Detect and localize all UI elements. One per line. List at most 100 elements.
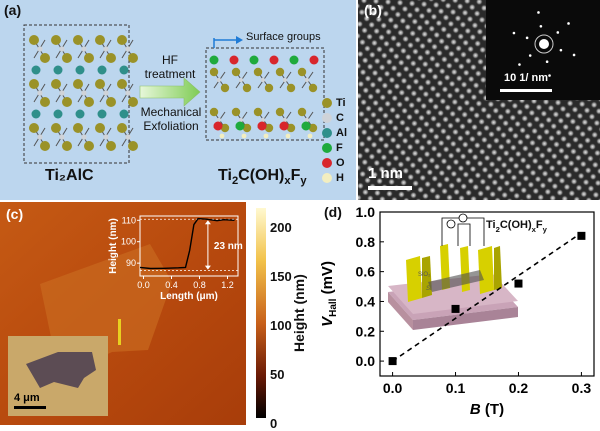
ti2alc-layer	[29, 79, 138, 107]
ti-atom	[62, 141, 72, 151]
ytick-label: 0.8	[356, 234, 376, 250]
ti-atom	[73, 35, 83, 45]
profile-xtick-label: 0.8	[193, 280, 206, 290]
c-atom	[238, 117, 244, 123]
ti-atom	[242, 83, 252, 93]
ti-atom	[95, 79, 105, 89]
c-atom	[103, 46, 109, 52]
mxene-structure	[209, 55, 319, 139]
ti-atom	[84, 141, 94, 151]
ti2alc-layer	[29, 35, 138, 63]
panel-b-label: (b)	[364, 2, 382, 18]
ti-atom	[62, 53, 72, 63]
ti-atom	[29, 79, 39, 89]
h-atom	[241, 133, 247, 139]
diffraction-spot	[567, 22, 570, 25]
ti-atom	[84, 97, 94, 107]
fit-line	[392, 232, 582, 362]
y-axis-label: VHall (mV)	[319, 261, 339, 327]
fft-inset	[486, 0, 600, 100]
c-atom	[37, 90, 43, 96]
diffraction-spot	[539, 24, 543, 28]
al-atom	[53, 109, 63, 119]
c-atom	[125, 46, 131, 52]
c-atom	[260, 77, 266, 83]
optical-inset-scalebar-label: 4 μm	[14, 392, 40, 404]
c-atom	[238, 77, 244, 83]
profile-ylabel: Height (nm)	[108, 218, 119, 274]
ti-atom	[275, 67, 285, 77]
diffraction-spot	[545, 60, 549, 64]
surface-group-atom	[269, 55, 279, 65]
ytick-label: 0.0	[356, 353, 376, 369]
ti-atom	[253, 67, 263, 77]
legend-item-o: O	[322, 156, 345, 170]
panel-a-schematic	[23, 24, 325, 164]
ti-atom	[40, 53, 50, 63]
h-atom	[219, 133, 225, 139]
sio2-layer-label: SiO₂	[418, 272, 431, 278]
ti-atom	[242, 123, 252, 133]
al-atom	[119, 65, 129, 75]
profile-ytick-label: 110	[122, 215, 136, 225]
ti-atom	[95, 123, 105, 133]
c-atom	[304, 117, 310, 123]
panel-a: (a) Surface groups HF treatment Mechanica…	[0, 0, 356, 200]
ti-atom	[220, 123, 230, 133]
surface-group-atom	[289, 55, 299, 65]
surface-group-atom	[279, 121, 289, 131]
legend-item-h: H	[322, 171, 344, 185]
profile-xlabel: Length (μm)	[160, 291, 218, 302]
hf-treatment-label: HF treatment	[144, 53, 196, 81]
panel-c: 23 nm 110 100 90 0.0 0.4 0.8 1.2 Length (μm) Heig…	[0, 202, 307, 431]
ti-atom	[106, 53, 116, 63]
ti-atom	[128, 53, 138, 63]
al-atom	[75, 65, 85, 75]
ti-atom	[209, 67, 219, 77]
c-atom	[81, 90, 87, 96]
legend-item-ti: Ti	[322, 96, 346, 110]
c-atom	[216, 77, 222, 83]
ti-atom	[51, 79, 61, 89]
fft-scalebar-line	[500, 89, 552, 92]
colorbar-tick-label: 0	[270, 416, 278, 431]
diffraction-spot	[512, 31, 516, 35]
diffraction-spot	[537, 11, 540, 14]
diffraction-spot	[518, 63, 521, 66]
data-point	[388, 357, 397, 366]
ti-atom	[128, 97, 138, 107]
xtick-label: 0.1	[446, 380, 466, 396]
c-atom	[282, 117, 288, 123]
ti-atom	[264, 123, 274, 133]
ti-atom	[106, 97, 116, 107]
ti2alc-formula: Ti₂AlC	[45, 167, 94, 184]
surface-group-atom	[213, 121, 223, 131]
ytick-label: 0.4	[356, 293, 376, 309]
c-atom	[37, 134, 43, 140]
c-atom	[216, 117, 222, 123]
surface-group-atom	[229, 55, 239, 65]
c-atom	[59, 134, 65, 140]
legend-swatch	[322, 173, 332, 183]
ti-atom	[29, 35, 39, 45]
xtick-label: 0.2	[509, 380, 529, 396]
al-atom	[97, 65, 107, 75]
ti-atom	[51, 123, 61, 133]
c-atom	[304, 77, 310, 83]
ti-atom	[286, 83, 296, 93]
diffraction-spot	[525, 36, 529, 40]
ti-atom	[308, 83, 318, 93]
optical-flake	[26, 352, 96, 388]
al-atom	[97, 109, 107, 119]
hrtem-scalebar-line	[368, 186, 412, 190]
data-point	[514, 279, 523, 288]
ti-atom	[62, 97, 72, 107]
panel-c-label: (c)	[6, 206, 24, 222]
c-atom	[282, 77, 288, 83]
step-height-label: 23 nm	[214, 241, 243, 252]
ti2alc-layer	[29, 123, 138, 151]
data-point	[577, 231, 586, 240]
legend-item-f: F	[322, 141, 343, 155]
hall-voltage-chart: 0.0 0.2 0.4 0.6 0.8 1.0 0.0 0.1 0.2 0.3 B (T) VHall…	[319, 204, 595, 418]
